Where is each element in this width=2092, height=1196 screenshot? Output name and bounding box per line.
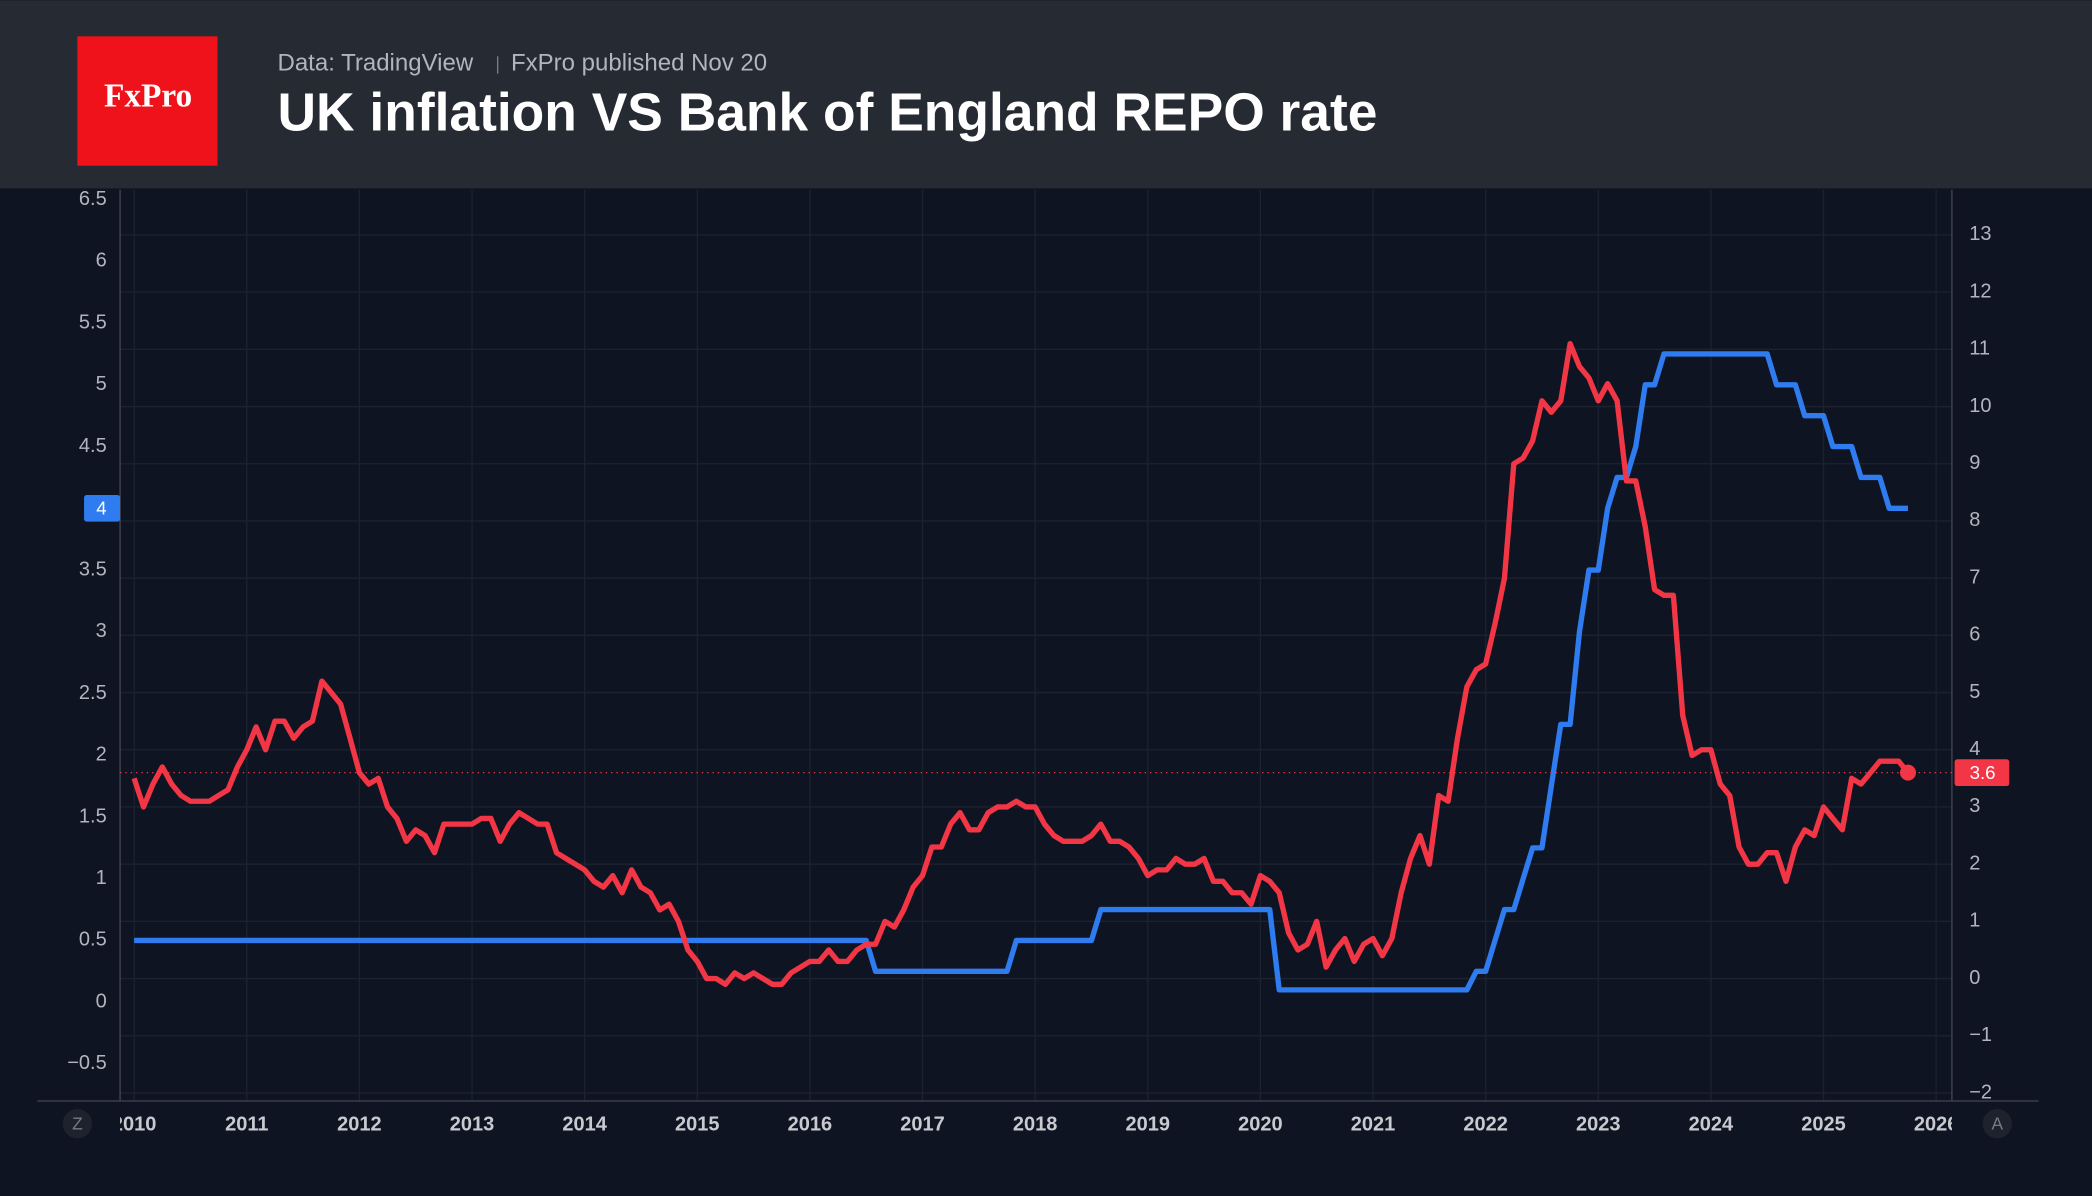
y2-tick-label: 3 xyxy=(1969,795,1980,817)
y2-tick-label: 7 xyxy=(1969,566,1980,588)
y-tick-label: 3.5 xyxy=(79,558,107,580)
y2-tick-label: 12 xyxy=(1969,280,1991,302)
last-value-dot xyxy=(1899,764,1916,781)
y-tick-label: 4.5 xyxy=(79,435,107,457)
y-tick-label: 6.5 xyxy=(79,188,107,210)
x-tick-label: 2021 xyxy=(1351,1113,1396,1135)
lines xyxy=(120,340,1952,993)
x-tick-label: 2012 xyxy=(337,1113,382,1135)
y-tick-label: 2.5 xyxy=(79,682,107,704)
y2-tick-label: 9 xyxy=(1969,452,1980,474)
control-button[interactable] xyxy=(1982,1108,2012,1139)
x-tick-label: 2016 xyxy=(788,1113,832,1135)
x-tick-label: 2014 xyxy=(562,1113,607,1135)
y2-tick-label: 13 xyxy=(1969,223,1991,245)
y-tick-label: 1 xyxy=(96,867,107,889)
control-label[interactable]: A xyxy=(1991,1114,2003,1134)
y-tick-label: 2 xyxy=(96,744,107,766)
value-badge xyxy=(1954,759,2010,786)
published: FxPro published Nov 20 xyxy=(511,50,767,77)
y2-tick-label: −2 xyxy=(1969,1081,1992,1103)
y2-tick-label: 5 xyxy=(1969,681,1980,703)
series-line xyxy=(131,340,1911,987)
y-tick-label: 0.5 xyxy=(79,929,107,951)
y-tick-label: 3 xyxy=(96,620,107,642)
x-tick-label: 2011 xyxy=(225,1113,268,1135)
x-tick-label: 2019 xyxy=(1126,1113,1171,1135)
x-tick-label: 2015 xyxy=(675,1113,720,1135)
x-tick-label: 2010 xyxy=(112,1113,157,1135)
x-tick-label: 2025 xyxy=(1801,1113,1846,1135)
y2-tick-label: 4 xyxy=(1969,738,1980,760)
control-label[interactable]: Z xyxy=(72,1114,83,1134)
y2-tick-label: 10 xyxy=(1969,395,1991,417)
x-tick-label: 2023 xyxy=(1576,1113,1621,1135)
y2-tick-label: 6 xyxy=(1969,624,1980,646)
x-labels: 2010 2011 2012 2013 2014 2015 2016 2017 2018 2019… xyxy=(112,1113,1959,1135)
source: Data: TradingView xyxy=(278,50,474,77)
y2-tick-label: 1 xyxy=(1969,910,1980,932)
y-tick-label: 1.5 xyxy=(79,805,107,827)
x-tick-label: 2013 xyxy=(450,1113,495,1135)
x-tick-label: 2018 xyxy=(1013,1113,1058,1135)
y-tick-label: 6 xyxy=(96,250,107,272)
y-tick-label: 5.5 xyxy=(79,311,107,333)
x-tick-label: 2020 xyxy=(1238,1113,1283,1135)
header xyxy=(0,0,2092,189)
y2-tick-label: 8 xyxy=(1969,509,1980,531)
chart-title: UK inflation VS Bank of England REPO rat… xyxy=(278,83,1378,142)
logo xyxy=(77,36,218,166)
x-tick-label: 2024 xyxy=(1689,1113,1734,1135)
x-tick-label: 2026 xyxy=(1914,1113,1959,1135)
y-tick-label: −0.5 xyxy=(67,1052,106,1074)
axes: −2−1012345678910111213−0.500.511.522.533… xyxy=(67,188,2010,1103)
y2-tick-label: −1 xyxy=(1969,1024,1992,1046)
y2-tick-label: 0 xyxy=(1969,967,1980,989)
value-badge-label: 4 xyxy=(96,498,106,519)
y-tick-label: 5 xyxy=(96,373,107,395)
y2-tick-label: 2 xyxy=(1969,852,1980,874)
x-tick-label: 2017 xyxy=(900,1113,945,1135)
x-tick-label: 2022 xyxy=(1463,1113,1508,1135)
value-badge xyxy=(84,494,121,522)
y2-tick-label: 11 xyxy=(1969,338,1990,360)
y-tick-label: 0 xyxy=(96,990,107,1012)
series-line xyxy=(134,351,1908,993)
control-button[interactable] xyxy=(62,1108,93,1139)
logo-text: FxPro xyxy=(104,78,192,115)
value-badge-label: 3.6 xyxy=(1970,762,1996,783)
